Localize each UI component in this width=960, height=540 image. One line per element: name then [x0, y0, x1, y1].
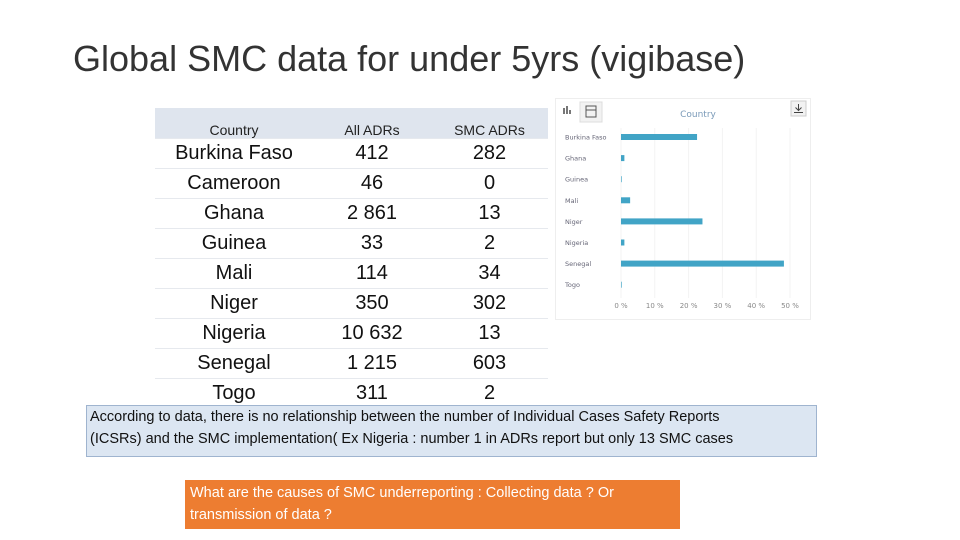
bar	[621, 155, 625, 162]
bar	[621, 260, 784, 267]
table-row: Ghana 2 861 13	[155, 198, 548, 229]
value-cell: 2	[431, 228, 548, 259]
country-cell: Niger	[155, 288, 313, 319]
note-line: According to data, there is no relations…	[90, 409, 720, 425]
category-label: Guinea	[565, 176, 588, 184]
x-tick-label: 30 %	[714, 302, 732, 310]
value-cell: 0	[431, 168, 548, 199]
note-line: transmission of data ?	[190, 507, 332, 523]
table-row: Cameroon 46 0	[155, 168, 548, 199]
country-cell: Nigeria	[155, 318, 313, 349]
slide-title: Global SMC data for under 5yrs (vigibase…	[73, 38, 746, 79]
question-box: What are the causes of SMC underreportin…	[185, 480, 680, 529]
value-cell: 1 215	[313, 348, 431, 379]
value-cell: 13	[431, 198, 548, 229]
note-line: (ICSRs) and the SMC implementation( Ex N…	[90, 431, 734, 447]
table-row: Burkina Faso 412 282	[155, 138, 548, 169]
country-cell: Cameroon	[155, 168, 313, 199]
data-table: Country All ADRs SMC ADRs Burkina Faso 412 2…	[155, 108, 548, 409]
x-tick-label: 0 %	[614, 302, 628, 310]
chart-frame	[555, 98, 811, 320]
category-label: Senegal	[565, 260, 591, 268]
table-row: Senegal 1 215 603	[155, 348, 548, 379]
value-cell: 33	[313, 228, 431, 259]
table-row: Guinea 33 2	[155, 228, 548, 259]
bar	[621, 281, 622, 288]
column-header: SMC ADRs	[431, 108, 548, 139]
bar	[621, 176, 622, 183]
value-cell: 302	[431, 288, 548, 319]
category-label: Nigeria	[565, 239, 588, 247]
value-cell: 34	[431, 258, 548, 289]
country-cell: Ghana	[155, 198, 313, 229]
value-cell: 10 632	[313, 318, 431, 349]
table-row: Nigeria 10 632 13	[155, 318, 548, 349]
value-cell: 350	[313, 288, 431, 319]
x-tick-label: 10 %	[646, 302, 664, 310]
table-header: Country All ADRs SMC ADRs	[155, 108, 548, 139]
category-label: Niger	[565, 218, 583, 226]
country-cell: Mali	[155, 258, 313, 289]
value-cell: 2	[431, 378, 548, 409]
x-tick-label: 20 %	[680, 302, 698, 310]
table-body: Burkina Faso 412 282 Cameroon 46 0 Ghana 2 861 1…	[155, 138, 548, 409]
table-row: Togo 311 2	[155, 378, 548, 409]
value-cell: 603	[431, 348, 548, 379]
table-row: Mali 114 34	[155, 258, 548, 289]
bar	[621, 134, 698, 140]
country-cell: Guinea	[155, 228, 313, 259]
category-label: Burkina Faso	[565, 134, 607, 142]
note-box: According to data, there is no relations…	[86, 405, 817, 457]
bar	[621, 218, 703, 225]
chart-icons	[563, 100, 807, 123]
bar	[621, 239, 625, 246]
value-cell: 282	[431, 138, 548, 169]
chart: Country 0 % 10 % 20 % 30 % 40 % 50 % Burkina Fa…	[555, 98, 811, 320]
country-cell: Burkina Faso	[155, 138, 313, 169]
chart-title: Country	[680, 110, 716, 120]
table-row: Niger 350 302	[155, 288, 548, 319]
value-cell: 114	[313, 258, 431, 289]
x-tick-label: 50 %	[781, 302, 799, 310]
category-label: Ghana	[565, 155, 586, 163]
category-label: Mali	[565, 197, 578, 205]
value-cell: 311	[313, 378, 431, 409]
value-cell: 13	[431, 318, 548, 349]
value-cell: 412	[313, 138, 431, 169]
country-cell: Togo	[155, 378, 313, 409]
column-header: All ADRs	[313, 108, 431, 139]
value-cell: 2 861	[313, 198, 431, 229]
x-tick-label: 40 %	[747, 302, 765, 310]
column-header: Country	[155, 108, 313, 139]
note-line: What are the causes of SMC underreportin…	[190, 485, 614, 501]
value-cell: 46	[313, 168, 431, 199]
country-cell: Senegal	[155, 348, 313, 379]
category-label: Togo	[564, 281, 580, 289]
bar	[621, 197, 631, 204]
